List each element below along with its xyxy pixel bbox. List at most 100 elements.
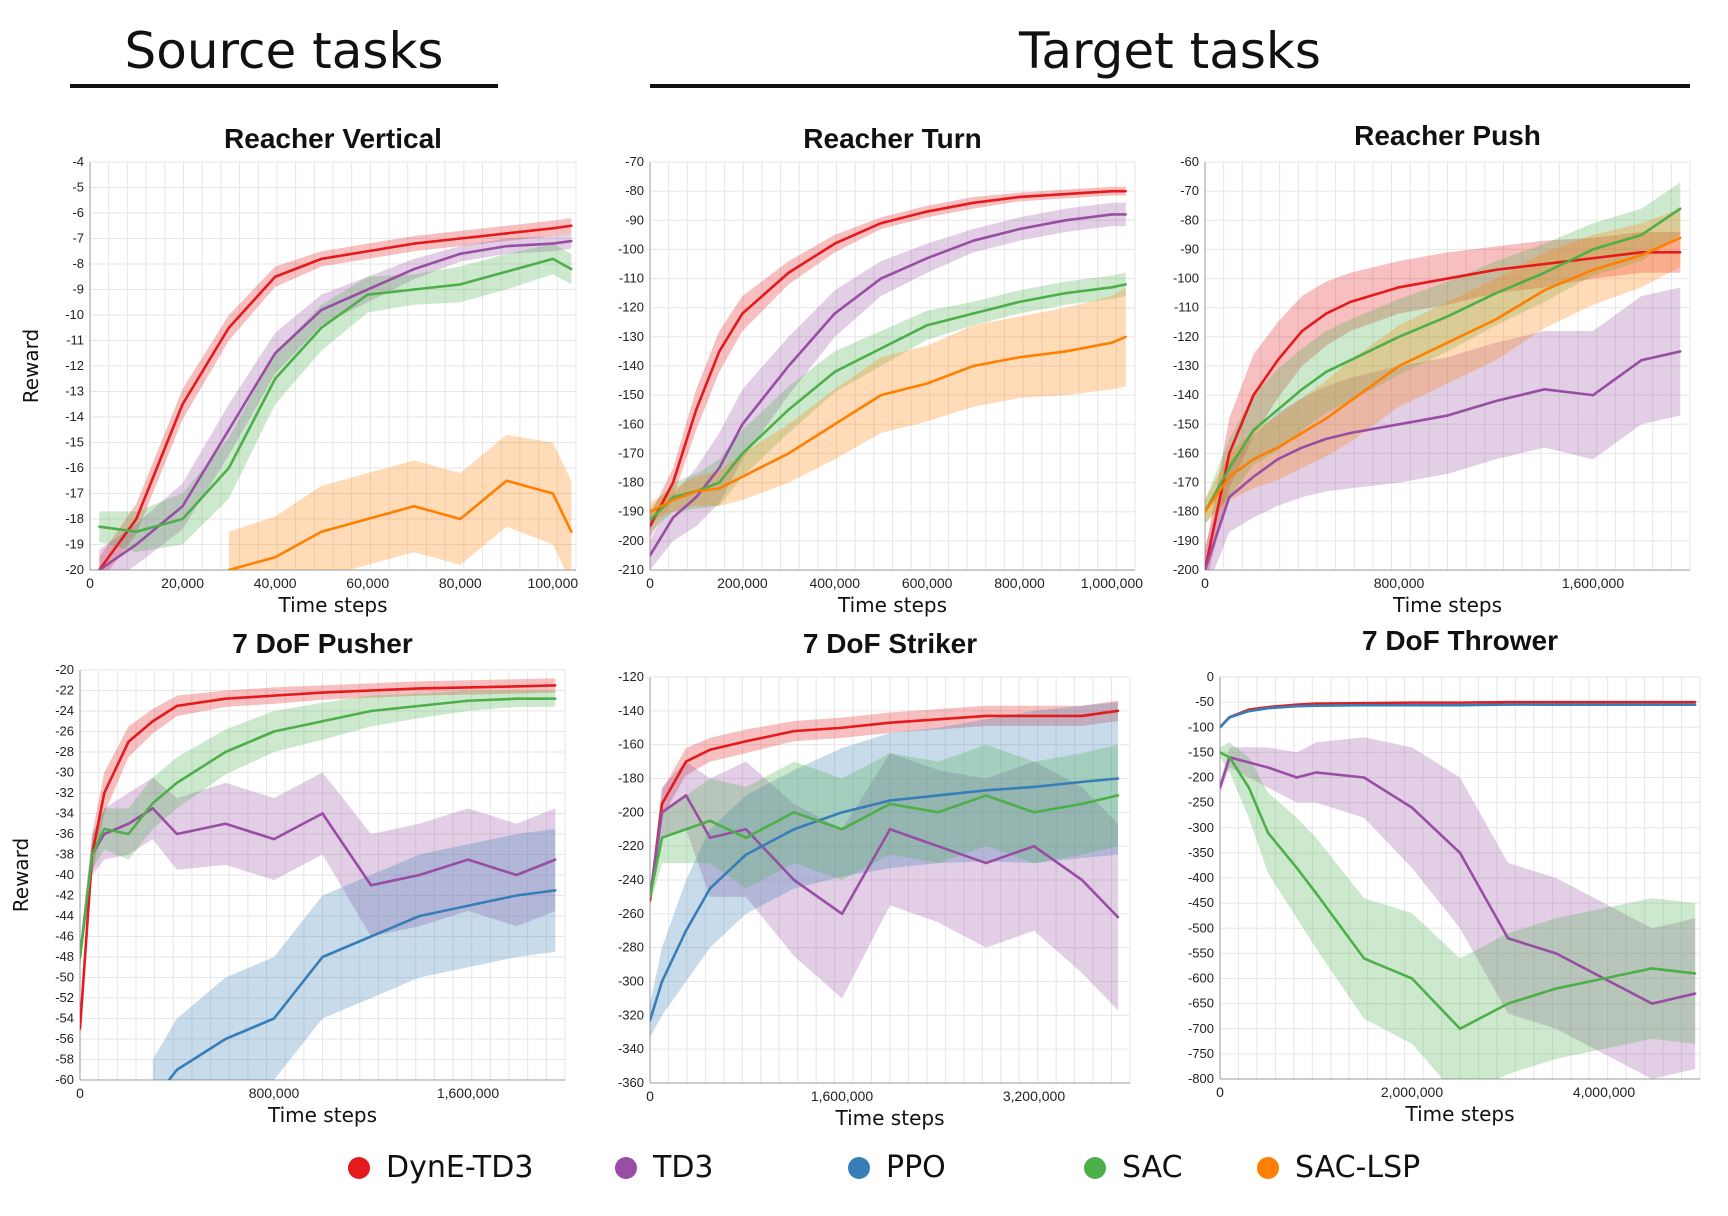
line-sac-lsp <box>1205 236 1681 513</box>
line-dyne-td3 <box>650 189 1126 527</box>
y-tick-label: -4 <box>72 154 84 169</box>
point-sac <box>366 293 369 296</box>
point-sac <box>80 955 82 959</box>
band-sac <box>1220 742 1696 1079</box>
point-sac <box>1494 291 1498 295</box>
point-sac-lsp <box>650 510 652 513</box>
y-tick-label: -140 <box>618 703 644 718</box>
point-dyne-td3 <box>888 721 892 724</box>
x-axis-label: Time steps <box>267 1103 377 1127</box>
point-dyne-td3 <box>1032 714 1036 718</box>
x-axis-label: Time steps <box>837 593 947 617</box>
point-sac <box>684 828 688 831</box>
point-sac <box>1446 315 1449 318</box>
line-sac <box>99 257 572 534</box>
point-sac <box>1220 751 1222 754</box>
line-ppo <box>167 889 556 1080</box>
point-sac <box>792 811 796 814</box>
y-tick-label: -200 <box>618 804 644 819</box>
point-sac <box>369 709 373 713</box>
band-dyne-td3 <box>650 700 1118 909</box>
y-tick-label: -220 <box>618 838 644 853</box>
point-td3 <box>127 822 130 825</box>
point-sac <box>181 517 184 521</box>
point-td3 <box>1276 458 1279 461</box>
point-sac <box>412 288 416 291</box>
point-td3 <box>1679 350 1682 353</box>
point-dyne-td3 <box>1018 195 1021 199</box>
point-sac <box>1080 802 1084 806</box>
point-td3 <box>984 861 988 865</box>
point-dyne-td3 <box>1362 701 1366 705</box>
point-sac <box>1276 408 1279 411</box>
point-sac-lsp <box>1110 341 1114 344</box>
y-tick-label: -350 <box>1188 845 1214 860</box>
point-td3 <box>321 812 324 815</box>
point-dyne-td3 <box>936 718 940 721</box>
y-tick-label: -120 <box>1173 329 1199 344</box>
point-dyne-td3 <box>1116 709 1120 713</box>
point-ppo <box>984 789 988 792</box>
line-dyne-td3 <box>98 224 572 570</box>
point-td3 <box>1064 219 1067 222</box>
point-sac <box>505 270 508 273</box>
y-tick-label: -70 <box>625 154 644 169</box>
point-sac <box>127 832 130 836</box>
point-sac <box>135 530 138 533</box>
point-sac <box>273 377 277 380</box>
point-sac-lsp <box>273 556 277 559</box>
line-td3 <box>80 807 556 958</box>
point-sac-lsp <box>1124 335 1127 339</box>
point-sac <box>466 699 470 702</box>
point-dyne-td3 <box>103 791 106 795</box>
y-tick-label: -180 <box>618 771 644 786</box>
point-ppo <box>1554 703 1558 706</box>
y-tick-label: -120 <box>618 669 644 684</box>
point-td3 <box>466 858 470 861</box>
legend-item-td3: TD3 <box>615 1150 714 1185</box>
x-axis-label: Time steps <box>835 1106 945 1130</box>
point-td3 <box>1506 937 1510 940</box>
point-sac <box>1325 370 1328 374</box>
x-axis-label: Time steps <box>278 593 388 617</box>
point-sac <box>984 794 988 797</box>
point-td3 <box>671 516 675 519</box>
chart-reacher-turn: -70 -80 -90 -100 -110 -120 -130 -140 -150 -160 -17… <box>618 123 1143 617</box>
point-ppo <box>369 935 373 938</box>
x-tick-label: 800,000 <box>1374 575 1425 591</box>
y-tick-label: -38 <box>55 847 74 862</box>
point-td3 <box>224 822 227 825</box>
point-sac <box>650 519 652 522</box>
point-sac <box>1458 1027 1462 1030</box>
point-td3 <box>551 242 555 245</box>
y-tick-label: -60 <box>1180 154 1199 169</box>
x-tick-label: 1,600,000 <box>811 1088 873 1104</box>
point-ppo <box>1228 716 1231 719</box>
x-tick-label: 2,000,000 <box>1381 1084 1443 1100</box>
y-tick-label: -700 <box>1188 1021 1214 1036</box>
point-td3 <box>925 256 929 260</box>
point-sac <box>1650 967 1654 970</box>
point-td3 <box>1362 776 1366 779</box>
point-sac-lsp <box>972 364 975 368</box>
point-ppo <box>224 1037 227 1041</box>
point-dyne-td3 <box>1397 286 1401 289</box>
point-dyne-td3 <box>418 687 421 690</box>
line-td3 <box>650 213 1126 557</box>
point-td3 <box>1410 806 1414 809</box>
y-tick-label: -600 <box>1188 971 1214 986</box>
y-tick-label: -7 <box>72 231 84 246</box>
point-td3 <box>369 884 373 887</box>
x-tick-label: 0 <box>86 575 94 591</box>
point-sac-lsp <box>925 382 929 385</box>
point-ppo <box>684 929 688 932</box>
y-tick-label: -160 <box>618 737 644 752</box>
point-dyne-td3 <box>321 691 324 694</box>
point-sac-lsp <box>1640 254 1643 257</box>
point-dyne-td3 <box>1124 189 1127 193</box>
point-td3 <box>684 794 688 797</box>
y-tick-label: -280 <box>618 940 644 955</box>
point-sac-lsp <box>366 517 369 521</box>
point-sac <box>741 452 744 455</box>
point-sac <box>1554 987 1558 990</box>
